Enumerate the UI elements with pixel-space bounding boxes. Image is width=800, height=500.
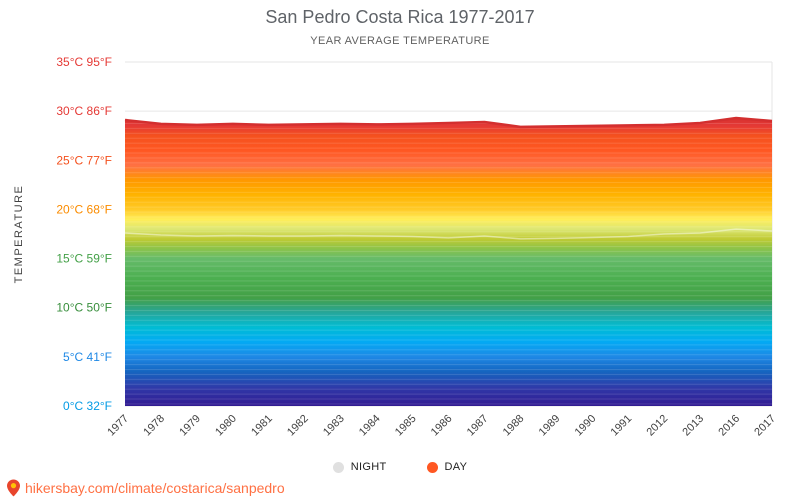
x-tick-label: 2012 [644, 413, 670, 439]
x-tick-label: 1991 [609, 413, 635, 439]
day-temperature-line [124, 116, 773, 129]
chart-canvas: 35°C 95°F 30°C 86°F 25°C 77°F 20°C 68°F 15°C… [13, 55, 778, 439]
x-tick-label: 1989 [537, 413, 563, 439]
night-temperature-line [124, 228, 773, 240]
x-tick-label: 1985 [393, 413, 419, 439]
x-tick-label: 1984 [357, 413, 383, 439]
chart-legend: NIGHT DAY [0, 461, 800, 473]
x-tick-label: 1983 [321, 413, 347, 439]
x-tick-label: 1979 [177, 413, 203, 439]
y-tick-label: 30°C 86°F [56, 104, 112, 118]
location-pin-icon [7, 479, 20, 497]
night-dot-icon [332, 461, 344, 473]
legend-item-night: NIGHT [332, 461, 387, 473]
legend-label-day: DAY [444, 461, 468, 473]
x-tick-label: 1980 [213, 413, 239, 439]
y-tick-label: 25°C 77°F [56, 153, 112, 167]
y-tick-label: 35°C 95°F [56, 55, 112, 69]
y-tick-label: 15°C 59°F [56, 252, 112, 266]
x-tick-label: 1982 [285, 413, 311, 439]
x-tick-label: 2013 [680, 413, 706, 439]
x-tick-label: 2017 [752, 413, 778, 439]
footer: hikersbay.com/climate/costarica/sanpedro [6, 479, 285, 497]
x-tick-label: 1988 [501, 413, 527, 439]
day-dot-icon [426, 461, 438, 473]
y-tick-label: 0°C 32°F [63, 399, 112, 413]
x-tick-label: 1981 [249, 413, 275, 439]
x-tick-label: 1990 [573, 413, 599, 439]
x-tick-label: 1987 [465, 413, 491, 439]
x-tick-label: 1977 [105, 413, 131, 439]
x-tick-label: 2016 [716, 413, 742, 439]
x-tick-label: 1986 [429, 413, 455, 439]
chart-subtitle: YEAR AVERAGE TEMPERATURE [310, 35, 490, 47]
legend-item-day: DAY [426, 461, 468, 473]
chart-title: San Pedro Costa Rica 1977-2017 [265, 7, 535, 27]
y-axis-title: TEMPERATURE [13, 185, 25, 284]
y-tick-label: 20°C 68°F [56, 202, 112, 216]
legend-label-night: NIGHT [350, 461, 387, 473]
x-tick-label: 1978 [141, 413, 167, 439]
y-tick-label: 5°C 41°F [63, 350, 112, 364]
temperature-band-overlay [125, 118, 772, 406]
footer-link[interactable]: hikersbay.com/climate/costarica/sanpedro [25, 480, 285, 496]
y-tick-label: 10°C 50°F [56, 301, 112, 315]
